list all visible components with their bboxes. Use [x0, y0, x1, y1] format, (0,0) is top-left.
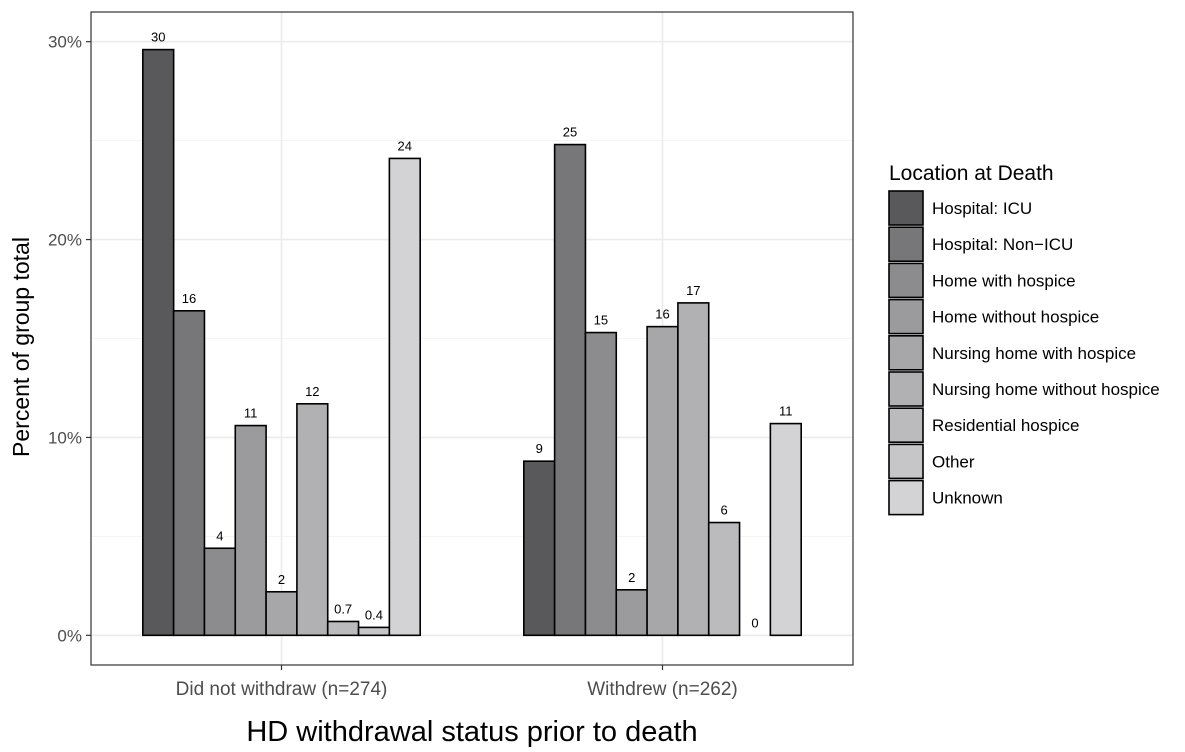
data-label: 0 — [751, 615, 758, 630]
bar — [707, 521, 741, 637]
data-label: 25 — [563, 125, 577, 140]
data-label: 11 — [779, 404, 793, 419]
data-label: 12 — [305, 384, 319, 399]
bar — [677, 302, 710, 637]
data-label: 9 — [536, 441, 543, 456]
legend-label: Home with hospice — [932, 271, 1076, 290]
legend-key — [888, 334, 924, 371]
x-axis: Did not withdraw (n=274) Withdrew (n=262) — [176, 665, 738, 700]
x-tick-label: Did not withdraw (n=274) — [176, 679, 388, 700]
bar — [769, 422, 802, 637]
bar — [203, 547, 237, 637]
legend-key — [888, 479, 924, 516]
y-tick-label: 0% — [57, 626, 82, 645]
legend-label: Nursing home with hospice — [932, 344, 1136, 363]
legend-label: Residential hospice — [932, 416, 1079, 435]
legend: Location at Death Hospital: ICU Hospital:… — [888, 162, 1160, 516]
data-label: 2 — [628, 570, 635, 585]
legend-key — [888, 298, 924, 335]
x-axis-title: HD withdrawal status prior to death — [246, 716, 697, 747]
data-labels: 30 9 16 25 4 15 11 2 2 16 12 17 0.7 6 0.4 0 24 11 — [151, 30, 793, 631]
bar — [553, 143, 587, 637]
bar — [357, 626, 391, 637]
data-label: 2 — [278, 572, 285, 587]
data-label: 6 — [721, 503, 728, 518]
y-axis: 0% 10% 20% 30% — [48, 33, 91, 645]
legend-label: Home without hospice — [932, 308, 1099, 327]
data-label: 16 — [182, 291, 196, 306]
bar — [523, 460, 556, 637]
legend-title: Location at Death — [889, 162, 1054, 185]
y-tick-label: 10% — [48, 428, 82, 447]
bar — [296, 402, 329, 637]
bar — [265, 590, 298, 637]
bar — [142, 48, 175, 637]
data-label: 4 — [216, 528, 223, 543]
panel-border — [90, 11, 854, 666]
data-label: 16 — [655, 307, 669, 322]
legend-label: Other — [932, 452, 975, 471]
legend-label: Hospital: Non−ICU — [932, 235, 1073, 254]
data-label: 11 — [244, 406, 258, 421]
data-label: 15 — [594, 313, 608, 328]
y-axis-title: Percent of group total — [8, 237, 34, 457]
legend-key — [888, 226, 924, 262]
legend-key — [888, 190, 924, 226]
bar — [326, 620, 360, 637]
legend-key — [888, 407, 924, 444]
legend-key — [888, 371, 924, 407]
bars — [142, 48, 802, 637]
bar — [388, 157, 421, 637]
legend-label: Hospital: ICU — [932, 199, 1032, 218]
data-label: 17 — [686, 283, 700, 298]
data-label: 0.7 — [334, 601, 352, 616]
legend-key — [888, 262, 924, 299]
legend-label: Unknown — [932, 489, 1003, 508]
bar — [234, 424, 267, 637]
x-tick-label: Withdrew (n=262) — [587, 679, 737, 700]
data-label: 24 — [398, 138, 412, 153]
bar — [172, 309, 206, 637]
bar — [615, 589, 648, 637]
legend-key — [888, 443, 924, 480]
y-tick-label: 30% — [48, 33, 82, 52]
bar — [646, 325, 679, 637]
legend-label: Nursing home without hospice — [932, 380, 1160, 399]
bar — [584, 331, 618, 637]
data-label: 30 — [151, 30, 165, 45]
data-label: 0.4 — [365, 607, 383, 622]
y-tick-label: 20% — [48, 231, 82, 250]
